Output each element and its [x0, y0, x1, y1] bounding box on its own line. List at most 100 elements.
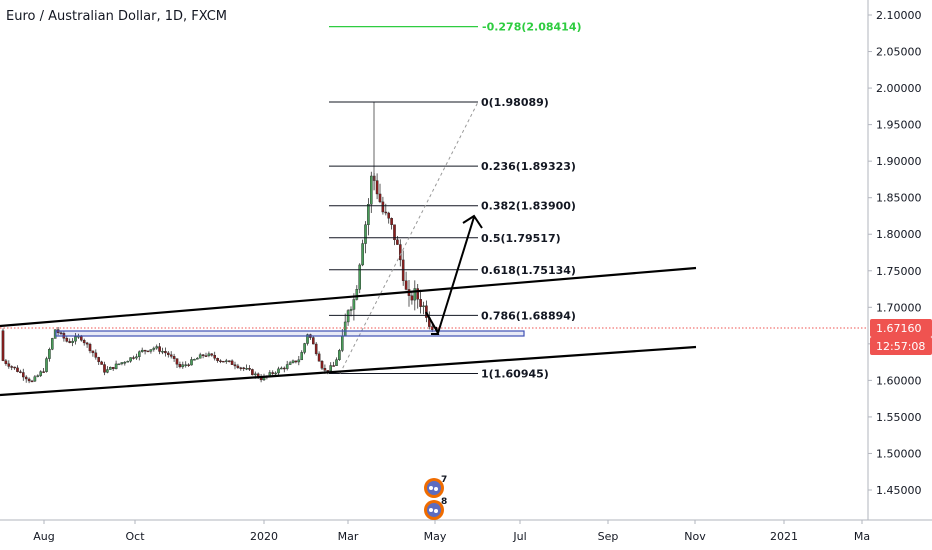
candle-body [48, 349, 51, 359]
candle-body [181, 364, 185, 368]
time-tick-label: Mar [338, 530, 359, 543]
candle-body [323, 368, 327, 371]
candle-body [4, 360, 8, 364]
candle-body [227, 360, 231, 362]
candle-body [10, 366, 14, 368]
candle-body [1, 330, 5, 361]
candle-body [317, 353, 321, 362]
candle-body [288, 362, 292, 365]
event-marker[interactable]: 8 [424, 497, 447, 520]
candle-body [361, 243, 364, 266]
candle-body [358, 264, 362, 290]
price-axis[interactable]: 2.10000 2.05000 2.00000 1.95000 1.90000 1.850… [868, 9, 922, 497]
fib-level-label: -0.278(2.08414) [482, 21, 582, 34]
candle-body [30, 380, 34, 383]
fib-level-label: 0.5(1.79517) [481, 232, 561, 245]
candle-body [419, 299, 422, 307]
candle-body [140, 349, 144, 352]
candle-body [280, 367, 283, 370]
candle-body [239, 367, 243, 369]
candle-body [425, 305, 428, 318]
candle-body [236, 365, 240, 368]
candle-body [210, 353, 214, 356]
candle-body [111, 366, 115, 370]
candle-body [410, 295, 414, 301]
price-tick-label: 2.10000 [876, 9, 922, 22]
candle-body [123, 361, 127, 364]
price-tick-label: 1.45000 [876, 484, 922, 497]
candle-body [190, 359, 193, 366]
arrow-up-head [462, 214, 483, 229]
candle-body [126, 360, 129, 363]
candle-body [187, 364, 190, 366]
candle-body [85, 342, 89, 345]
candle-body [207, 353, 211, 356]
price-tick-label: 1.55000 [876, 411, 922, 424]
candle-body [413, 288, 417, 301]
candle-body [312, 337, 315, 345]
event-dot [434, 509, 438, 513]
candle-body [39, 371, 42, 376]
trend-drawings[interactable] [0, 214, 868, 397]
fib-level-label: 0(1.98089) [481, 96, 549, 109]
time-tick-label: Nov [684, 530, 706, 543]
candle-body [393, 224, 396, 241]
candle-body [349, 309, 353, 311]
candle-body [166, 352, 170, 355]
candle-body [195, 358, 199, 360]
candle-body [146, 350, 150, 353]
candle-body [404, 280, 408, 290]
candle-body [329, 365, 333, 372]
candle-body [97, 357, 100, 363]
price-tick-label: 1.80000 [876, 228, 922, 241]
price-tick-label: 2.05000 [876, 46, 922, 59]
candle-body [346, 310, 350, 323]
candle-body [277, 368, 280, 374]
event-dot [429, 508, 433, 512]
candle-body [65, 338, 69, 342]
fib-trend-line [339, 101, 479, 374]
candle-body [370, 175, 373, 205]
candle-body [390, 218, 393, 225]
arrow-down-head [431, 326, 440, 335]
candle-body [338, 350, 341, 360]
candle-body [129, 357, 132, 362]
candle-body [213, 355, 217, 359]
candle-body [13, 366, 16, 369]
candle-body [198, 354, 202, 359]
candle-body [375, 180, 379, 195]
candle-body [274, 372, 277, 375]
fibonacci-retracement[interactable]: -0.278(2.08414) 0(1.98089) 0.236(1.89323) 0… [329, 21, 582, 381]
candle-body [175, 358, 179, 365]
candle-body [314, 343, 318, 355]
candle-body [149, 349, 153, 352]
candle-body [341, 335, 344, 351]
candle-body [120, 362, 124, 365]
candle-body [396, 239, 399, 245]
candle-body [27, 378, 31, 382]
economic-events[interactable]: 78 [424, 475, 447, 520]
candle-body [114, 363, 118, 370]
countdown-badge-label: 12:57:08 [876, 340, 925, 353]
candle-body [106, 369, 109, 373]
fib-level-label: 0.618(1.75134) [481, 264, 576, 277]
price-badges: 1.67160 12:57:08 [870, 319, 932, 356]
price-tick-label: 1.75000 [876, 265, 922, 278]
candle-body [169, 354, 173, 357]
time-tick-label: Sep [598, 530, 619, 543]
candle-body [326, 370, 330, 372]
lower-trend-line [0, 345, 697, 397]
candle-body [401, 259, 405, 281]
candle-body [42, 371, 45, 373]
candle-body [152, 347, 156, 350]
support-zone [55, 330, 525, 337]
candle-body [300, 352, 304, 361]
candle-body [224, 360, 228, 362]
event-marker[interactable]: 7 [424, 475, 447, 498]
price-tick-label: 2.00000 [876, 82, 922, 95]
time-axis[interactable]: Aug Oct 2020 Mar May Jul Sep Nov 2021 Ma [33, 520, 870, 543]
candle-body [367, 204, 370, 225]
candle-body [384, 211, 388, 214]
candle-body [285, 364, 289, 369]
